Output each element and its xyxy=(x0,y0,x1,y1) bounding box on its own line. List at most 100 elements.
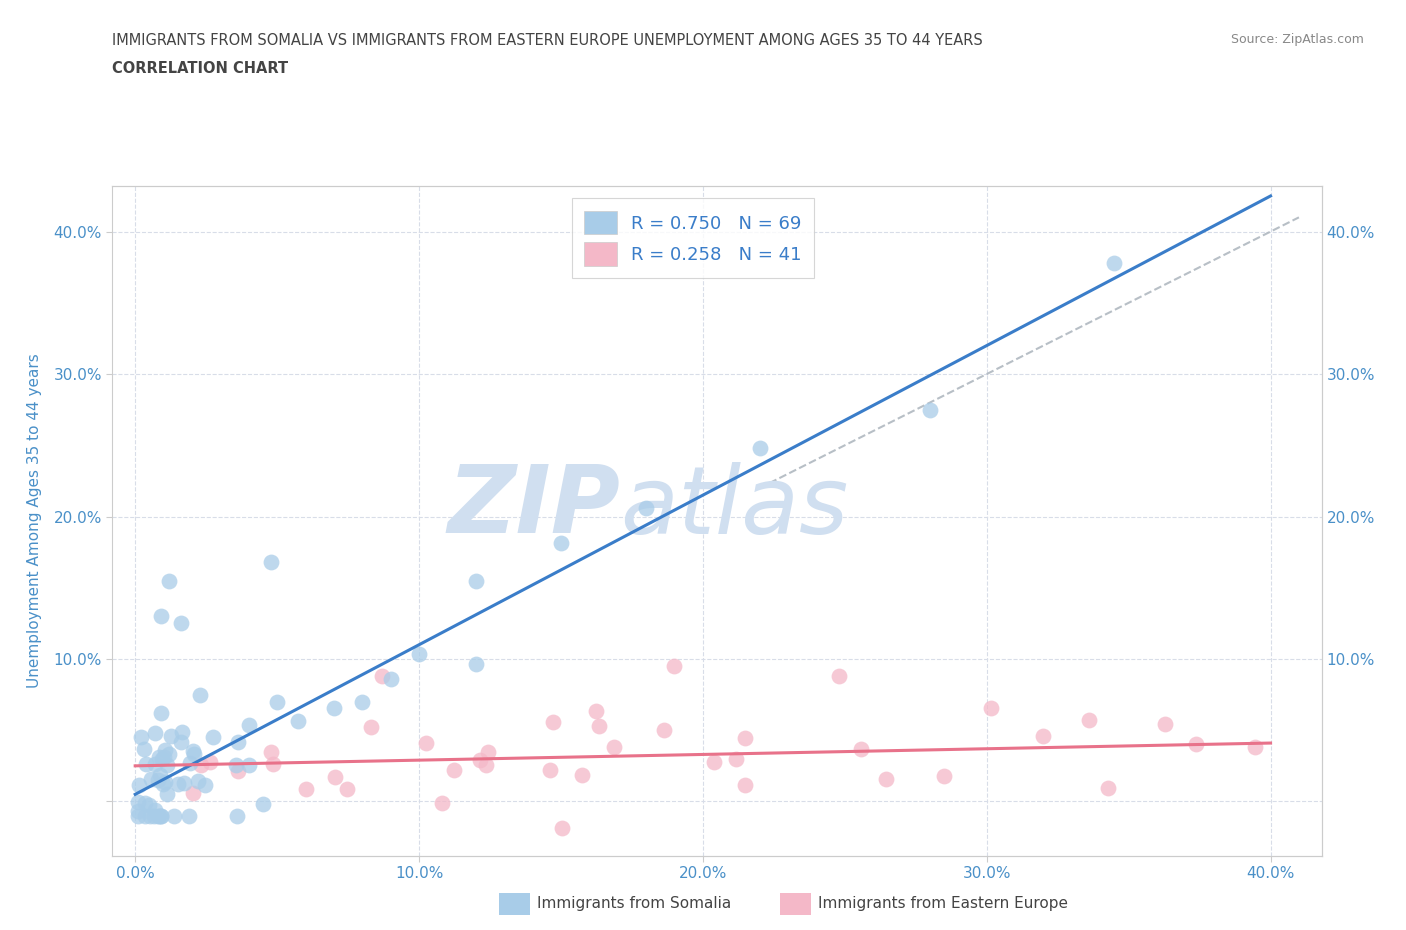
Point xyxy=(1078,713,1101,728)
Point xyxy=(322,700,344,715)
Point xyxy=(188,687,211,702)
Point xyxy=(477,744,499,759)
Point xyxy=(295,782,318,797)
Point xyxy=(550,536,572,551)
Point xyxy=(287,713,309,728)
Text: atlas: atlas xyxy=(620,462,849,553)
Point xyxy=(725,752,748,767)
Point xyxy=(157,573,180,588)
Point xyxy=(918,403,941,418)
Point xyxy=(163,808,186,823)
Point xyxy=(475,757,498,772)
Point xyxy=(146,773,169,788)
Point xyxy=(128,777,150,792)
Point xyxy=(266,695,288,710)
Point xyxy=(132,741,155,756)
Point xyxy=(1097,780,1119,795)
Point xyxy=(1184,737,1206,751)
Point xyxy=(149,808,172,823)
Point xyxy=(172,725,194,740)
Point xyxy=(408,646,430,661)
Point xyxy=(932,769,955,784)
Point xyxy=(443,763,465,777)
Point xyxy=(150,808,173,823)
Point xyxy=(260,554,283,569)
Point xyxy=(470,753,492,768)
Point xyxy=(143,756,166,771)
Point xyxy=(371,669,394,684)
Point xyxy=(980,700,1002,715)
Point xyxy=(541,714,564,729)
Point xyxy=(323,769,346,784)
Point xyxy=(262,757,284,772)
Point xyxy=(134,808,156,823)
Point xyxy=(226,808,249,823)
Point xyxy=(430,795,453,810)
Point xyxy=(193,777,215,792)
Point xyxy=(134,795,156,810)
Point xyxy=(143,803,166,817)
Point xyxy=(156,787,179,802)
Point xyxy=(153,775,176,790)
Point xyxy=(585,703,607,718)
Point xyxy=(1104,256,1126,271)
Point xyxy=(148,808,170,823)
Point xyxy=(153,750,176,764)
Point xyxy=(156,758,179,773)
Point xyxy=(149,609,172,624)
Point xyxy=(190,757,212,772)
Point xyxy=(588,719,610,734)
Text: ZIP: ZIP xyxy=(447,461,620,553)
Point xyxy=(259,745,281,760)
Point xyxy=(734,731,756,746)
Point xyxy=(138,808,160,823)
Point xyxy=(551,820,574,835)
Point xyxy=(129,729,152,744)
Point xyxy=(748,441,770,456)
Point xyxy=(181,743,204,758)
Point xyxy=(849,741,872,756)
Y-axis label: Unemployment Among Ages 35 to 44 years: Unemployment Among Ages 35 to 44 years xyxy=(28,353,42,688)
Point xyxy=(226,735,249,750)
Point xyxy=(734,777,756,792)
Point xyxy=(252,797,274,812)
Point xyxy=(226,764,249,778)
Point xyxy=(464,656,486,671)
Point xyxy=(179,755,201,770)
Text: IMMIGRANTS FROM SOMALIA VS IMMIGRANTS FROM EASTERN EUROPE UNEMPLOYMENT AMONG AGE: IMMIGRANTS FROM SOMALIA VS IMMIGRANTS FR… xyxy=(112,33,983,47)
Point xyxy=(142,808,165,823)
Point xyxy=(1243,739,1265,754)
Point xyxy=(875,771,897,786)
Point xyxy=(571,768,593,783)
Point xyxy=(336,782,359,797)
Point xyxy=(186,774,208,789)
Point xyxy=(160,728,183,743)
Point xyxy=(238,717,260,732)
Text: Source: ZipAtlas.com: Source: ZipAtlas.com xyxy=(1230,33,1364,46)
Point xyxy=(1154,716,1177,731)
Point xyxy=(127,794,149,809)
Point xyxy=(464,573,486,588)
Point xyxy=(225,758,247,773)
Point xyxy=(149,705,172,720)
Point xyxy=(662,658,685,673)
Point xyxy=(415,736,437,751)
Point xyxy=(603,739,626,754)
Point xyxy=(152,777,174,791)
Point xyxy=(828,669,851,684)
Point xyxy=(150,751,173,766)
Point xyxy=(149,768,172,783)
Point xyxy=(143,725,166,740)
Point xyxy=(201,730,224,745)
Point xyxy=(170,735,193,750)
Point xyxy=(703,754,725,769)
Point xyxy=(636,500,658,515)
Point xyxy=(173,776,195,790)
Point xyxy=(148,750,170,764)
Point xyxy=(146,808,169,823)
Point xyxy=(135,757,157,772)
Point xyxy=(157,747,180,762)
Point xyxy=(198,755,221,770)
Point xyxy=(380,671,402,686)
Legend: R = 0.750   N = 69, R = 0.258   N = 41: R = 0.750 N = 69, R = 0.258 N = 41 xyxy=(571,198,814,278)
